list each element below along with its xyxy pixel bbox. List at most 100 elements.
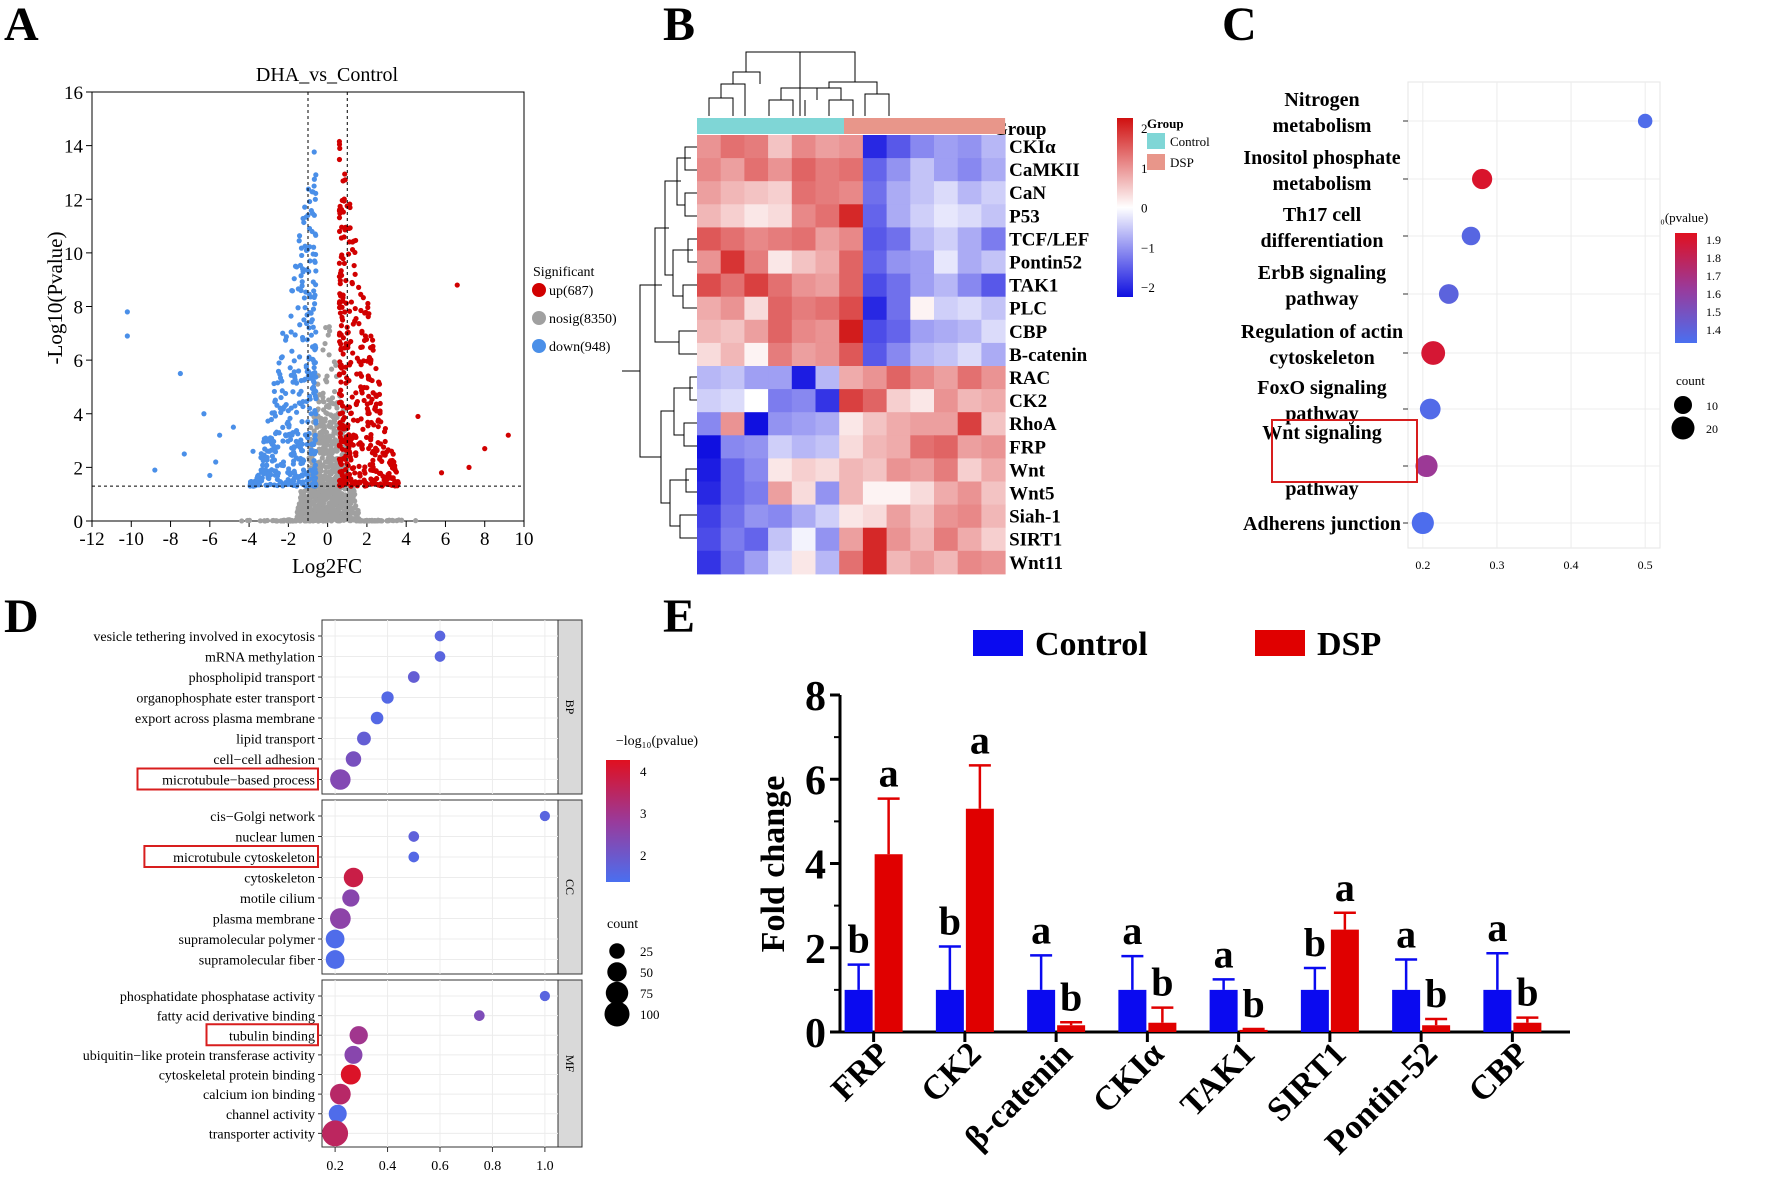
nosig-point xyxy=(386,517,393,523)
down-point xyxy=(278,394,284,401)
go-term-label: microtubule cytoskeleton xyxy=(173,851,315,866)
heatmap-cell xyxy=(839,250,864,275)
heatmap-cell xyxy=(934,435,959,459)
up-point xyxy=(350,350,356,356)
down-point xyxy=(213,459,219,465)
kegg-colorbar-tick: 1.9 xyxy=(1706,233,1721,247)
up-point xyxy=(337,359,343,365)
down-point xyxy=(303,289,309,295)
significance-letter: a xyxy=(1396,912,1416,957)
up-point xyxy=(342,456,348,462)
nosig-point xyxy=(396,517,402,523)
down-point xyxy=(290,429,296,436)
panel-label-c: C xyxy=(1222,0,1257,51)
up-point xyxy=(353,452,359,458)
heatmap-cell xyxy=(720,527,745,552)
bar-ytick-label: 4 xyxy=(805,843,826,889)
down-point xyxy=(307,396,313,402)
heatmap-cell xyxy=(791,504,816,529)
down-point xyxy=(269,453,275,459)
heatmap-cell xyxy=(934,412,959,436)
down-point xyxy=(258,467,264,473)
volcano-points xyxy=(124,138,511,524)
down-point xyxy=(296,238,302,244)
go-bubble xyxy=(340,1064,361,1085)
heatmap-cell xyxy=(910,412,935,436)
volcano-legend-label: down(948) xyxy=(549,340,611,355)
heatmap-cell xyxy=(720,412,745,436)
panel-label-b: B xyxy=(663,0,695,51)
nosig-point xyxy=(257,518,263,524)
go-term-label: mRNA methylation xyxy=(205,651,315,666)
heatmap-cell xyxy=(981,458,1006,482)
heatmap-cell xyxy=(981,273,1006,298)
heatmap-cell xyxy=(697,319,722,344)
up-point xyxy=(415,413,421,420)
go-count-swatch xyxy=(604,1001,630,1027)
nosig-point xyxy=(318,465,324,471)
down-point xyxy=(302,243,308,249)
heatmap-row-label: CaMKII xyxy=(1009,160,1080,181)
heatmap-cell xyxy=(981,412,1006,436)
up-point xyxy=(372,406,378,412)
down-point xyxy=(313,172,319,178)
dsp-bar xyxy=(965,808,994,1032)
volcano-legend-label: up(687) xyxy=(549,284,594,299)
up-point xyxy=(339,403,346,409)
heatmap-cell xyxy=(791,273,816,298)
nosig-point xyxy=(318,431,324,437)
up-point xyxy=(482,446,488,452)
heatmap-cell xyxy=(815,527,840,552)
down-point xyxy=(297,322,303,328)
down-point xyxy=(299,448,306,454)
heatmap-cell xyxy=(981,366,1006,390)
go-bubble xyxy=(539,990,551,1002)
up-point xyxy=(390,451,396,457)
down-point xyxy=(177,370,183,377)
up-point xyxy=(350,442,356,448)
bar-ytick-label: 0 xyxy=(805,1011,826,1057)
heatmap-cell xyxy=(886,458,911,482)
nosig-point xyxy=(328,366,335,372)
down-point xyxy=(301,317,307,323)
significance-letter: b xyxy=(939,898,961,943)
nosig-point xyxy=(239,518,245,524)
heatmap-cell xyxy=(744,435,769,459)
up-point xyxy=(337,299,343,305)
down-point xyxy=(308,411,314,417)
down-point xyxy=(250,448,256,454)
heatmap-group-label: Group xyxy=(993,119,1047,140)
volcano-xtick-label: 2 xyxy=(362,529,372,550)
heatmap-cell xyxy=(981,481,1006,506)
go-term-label: supramolecular polymer xyxy=(179,933,316,948)
down-point xyxy=(308,467,314,473)
down-point xyxy=(298,273,304,279)
go-term-label: cytoskeletal protein binding xyxy=(159,1069,315,1084)
up-point xyxy=(339,224,345,230)
dsp-bar xyxy=(1330,929,1359,1032)
down-point xyxy=(302,305,308,311)
down-point xyxy=(152,467,158,473)
nosig-point xyxy=(331,464,337,470)
nosig-point xyxy=(328,471,334,477)
down-point xyxy=(296,233,303,239)
kegg-term-label: Regulation of actin xyxy=(1241,321,1403,343)
heatmap-cell xyxy=(910,227,935,251)
up-point xyxy=(360,358,367,364)
heatmap-cell xyxy=(862,158,888,182)
nosig-point xyxy=(317,391,323,398)
up-point xyxy=(383,449,390,455)
group-bar-control xyxy=(697,118,844,134)
up-point xyxy=(345,344,351,351)
up-point xyxy=(339,314,345,320)
up-point xyxy=(363,483,370,489)
up-point xyxy=(345,251,352,257)
up-point xyxy=(362,464,368,470)
down-point xyxy=(276,430,282,436)
heatmap-cell xyxy=(768,250,793,275)
down-point xyxy=(293,409,300,415)
down-point xyxy=(295,368,302,374)
heatmap-cell xyxy=(886,481,911,506)
down-point xyxy=(291,358,297,364)
down-point xyxy=(300,269,306,275)
